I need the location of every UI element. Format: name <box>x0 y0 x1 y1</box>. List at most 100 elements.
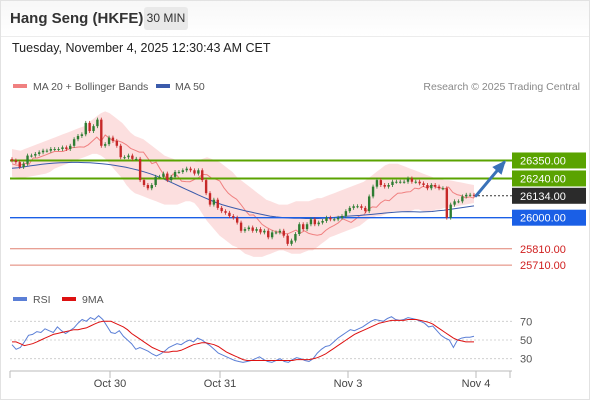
candle-body <box>220 207 223 212</box>
candle-body <box>14 160 18 163</box>
candle-body <box>92 126 95 132</box>
candle-body <box>239 222 243 231</box>
candle-body <box>177 171 181 173</box>
instrument-title: Hang Seng (HKFE) <box>10 10 144 27</box>
candle-body <box>348 207 351 212</box>
rsi-tick-label: 70 <box>520 316 532 328</box>
candle-body <box>313 219 317 225</box>
candle-body <box>395 181 398 183</box>
candle-body <box>270 232 274 238</box>
ma50-legend-swatch <box>156 84 170 88</box>
level-label-resistance: 26350.00 <box>520 155 566 167</box>
candle-body <box>154 176 157 185</box>
candle-body <box>34 153 37 156</box>
candle-body <box>453 201 456 205</box>
candle-body <box>201 170 204 181</box>
candle-body <box>449 204 452 218</box>
candle-body <box>10 159 14 161</box>
candle-body <box>49 149 53 151</box>
candle-body <box>235 217 239 223</box>
candle-body <box>379 180 383 185</box>
chart-datetime: Tuesday, November 4, 2025 12:30:43 AM CE… <box>12 41 271 55</box>
candle-body <box>406 178 410 182</box>
candle-body <box>321 220 324 223</box>
candle-body <box>247 227 251 230</box>
candle-body <box>402 181 406 183</box>
candle-body <box>96 119 99 127</box>
candle-body <box>193 170 196 174</box>
candle-body <box>138 158 142 181</box>
candle-body <box>352 206 355 208</box>
candle-body <box>158 176 161 178</box>
ma50-legend-label: MA 50 <box>175 81 205 93</box>
x-tick-label: Oct 30 <box>94 378 126 390</box>
candle-body <box>309 219 313 225</box>
candle-body <box>298 224 301 235</box>
candle-body <box>127 155 130 158</box>
candle-body <box>336 217 340 220</box>
rsi-tick-label: 50 <box>520 335 532 347</box>
candle-body <box>76 135 80 140</box>
candle-body <box>41 150 45 153</box>
time-axis: Oct 30 Oct 31 Nov 3 Nov 4 <box>9 370 512 390</box>
candle-body <box>340 216 344 218</box>
candle-body <box>53 149 56 151</box>
x-tick-label: Nov 3 <box>334 378 363 390</box>
forecast-arrow-head <box>492 160 506 175</box>
candle-body <box>364 207 367 212</box>
level-label-support: 25710.00 <box>520 260 566 272</box>
ma50-line <box>11 161 475 219</box>
candle-body <box>22 163 25 168</box>
candle-body <box>111 137 115 141</box>
candle-body <box>228 212 231 217</box>
candle-body <box>185 168 188 171</box>
candle-body <box>329 217 332 220</box>
candle-body <box>441 188 445 190</box>
x-tick-label: Nov 4 <box>462 378 491 390</box>
candle-body <box>243 229 247 231</box>
candle-body <box>162 173 165 177</box>
candle-body <box>224 211 227 213</box>
candle-body <box>115 140 119 146</box>
candle-body <box>418 181 421 184</box>
candle-body <box>278 230 282 233</box>
ma20-legend-swatch <box>13 84 27 88</box>
candle-body <box>426 185 429 189</box>
candle-body <box>430 185 433 189</box>
rsi-ma-legend-swatch <box>62 297 76 301</box>
x-tick-label: Oct 31 <box>204 378 236 390</box>
candle-body <box>399 181 402 183</box>
rsi-legend: RSI 9MA <box>13 294 104 306</box>
rsi-panel: 70 50 30 <box>10 315 532 366</box>
candle-body <box>305 224 309 230</box>
candle-body <box>360 206 363 208</box>
rsi-legend-swatch <box>13 297 27 301</box>
level-label-pivot: 26000.00 <box>520 213 566 225</box>
candle-body <box>80 134 84 136</box>
candle-body <box>72 139 76 146</box>
candle-body <box>30 155 33 157</box>
candle-body <box>61 147 64 150</box>
price-panel: 26350.00 26240.00 26134.00 26000.00 25810.00… <box>10 111 586 272</box>
rsi-legend-label: RSI <box>33 294 51 306</box>
candle-body <box>146 185 150 189</box>
candle-body <box>69 145 72 150</box>
candle-body <box>173 171 177 177</box>
candle-body <box>142 180 146 185</box>
ma20-line <box>11 134 475 236</box>
candle-body <box>18 162 21 168</box>
candle-body <box>461 196 464 202</box>
timeframe-badge[interactable]: 30 MIN <box>144 7 188 30</box>
candle-body <box>356 206 359 208</box>
candle-body <box>383 185 386 187</box>
candle-body <box>189 168 192 171</box>
candle-body <box>232 216 235 218</box>
candle-body <box>204 180 208 194</box>
price-legend: MA 20 + Bollinger Bands MA 50 <box>13 81 205 93</box>
candle-body <box>333 219 336 221</box>
level-label-current: 26134.00 <box>520 191 566 203</box>
candle-body <box>472 194 476 196</box>
research-credit: Research © 2025 Trading Central <box>423 81 580 93</box>
candle-body <box>57 149 60 151</box>
